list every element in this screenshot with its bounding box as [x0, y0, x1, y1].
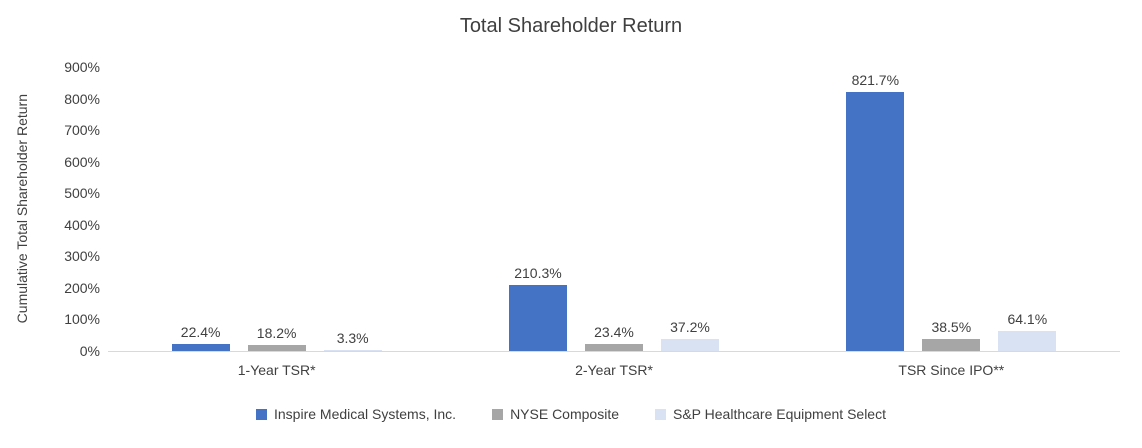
bar-s1-c1	[171, 343, 230, 351]
bar-s2-c1	[247, 345, 306, 351]
bar-column: 3.3%	[323, 329, 382, 351]
bar-s3-c3	[998, 330, 1057, 351]
y-tick-label: 200%	[64, 279, 100, 296]
bar-s1-c3	[846, 91, 905, 351]
bar-value-label: 18.2%	[256, 325, 297, 342]
bar-s2-c2	[584, 343, 643, 351]
bar-value-label: 821.7%	[851, 71, 900, 88]
x-axis-category-label: TSR Since IPO**	[898, 362, 1005, 378]
bar-column: 821.7%	[846, 71, 905, 351]
bar-column: 38.5%	[922, 318, 981, 351]
bar-s1-c2	[508, 284, 567, 351]
bar-value-label: 3.3%	[336, 329, 369, 346]
legend-series-label: Inspire Medical Systems, Inc.	[274, 406, 457, 422]
legend-series-label: S&P Healthcare Equipment Select	[673, 406, 886, 422]
y-tick-label: 700%	[64, 122, 100, 139]
legend: Inspire Medical Systems, Inc. NYSE Compos…	[0, 406, 1142, 422]
legend-color-swatch-icon	[256, 408, 267, 420]
y-tick-label: 400%	[64, 216, 100, 233]
y-tick-label: 300%	[64, 248, 100, 265]
chart-title: Total Shareholder Return	[459, 15, 683, 37]
bar-column: 64.1%	[998, 310, 1057, 351]
y-tick-label: 800%	[64, 90, 100, 107]
y-tick-label: 0%	[79, 343, 100, 359]
bar-value-label: 23.4%	[594, 323, 634, 340]
bar-value-label: 38.5%	[931, 318, 972, 335]
bar-group: 22.4% 18.2% 3.3%	[108, 67, 445, 351]
legend-item: Inspire Medical Systems, Inc.	[256, 406, 456, 422]
legend-color-swatch-icon	[492, 408, 504, 420]
bar-column: 22.4%	[171, 323, 230, 351]
bar-group: 821.7% 38.5% 64.1%	[783, 67, 1120, 351]
bar-group: 210.3% 23.4% 37.2%	[445, 67, 782, 351]
y-axis-ticks: 900% 800% 700% 600% 500% 400% 300% 200% 100% 0%	[0, 59, 100, 359]
bar-s2-c3	[922, 338, 981, 351]
legend-item: NYSE Composite	[492, 406, 619, 422]
bar-value-label: 64.1%	[1007, 310, 1048, 327]
legend-series-label: NYSE Composite	[510, 406, 619, 422]
bar-column: 23.4%	[584, 323, 643, 351]
bar-s3-c1	[323, 349, 382, 351]
y-tick-label: 100%	[64, 311, 100, 328]
bar-column: 210.3%	[508, 264, 567, 351]
legend-color-swatch-icon	[655, 408, 666, 420]
y-tick-label: 500%	[64, 185, 100, 202]
y-tick-label: 600%	[64, 153, 100, 170]
y-tick-label: 900%	[64, 59, 100, 75]
x-axis-category-label: 1-Year TSR*	[237, 362, 316, 378]
bar-value-label: 37.2%	[670, 319, 710, 336]
bar-s3-c2	[660, 339, 719, 351]
bar-column: 18.2%	[247, 325, 306, 351]
bar-column: 37.2%	[660, 319, 719, 351]
legend-item: S&P Healthcare Equipment Select	[655, 406, 886, 422]
x-axis-category-label: 2-Year TSR*	[575, 362, 653, 378]
x-axis-labels: 1-Year TSR* 2-Year TSR* TSR Since IPO**	[108, 362, 1120, 378]
plot-area: 22.4% 18.2% 3.3% 210.3% 23.4% 37.2% 821.7% 38.5…	[108, 67, 1120, 352]
bar-value-label: 22.4%	[180, 323, 221, 340]
bar-value-label: 210.3%	[514, 264, 562, 281]
